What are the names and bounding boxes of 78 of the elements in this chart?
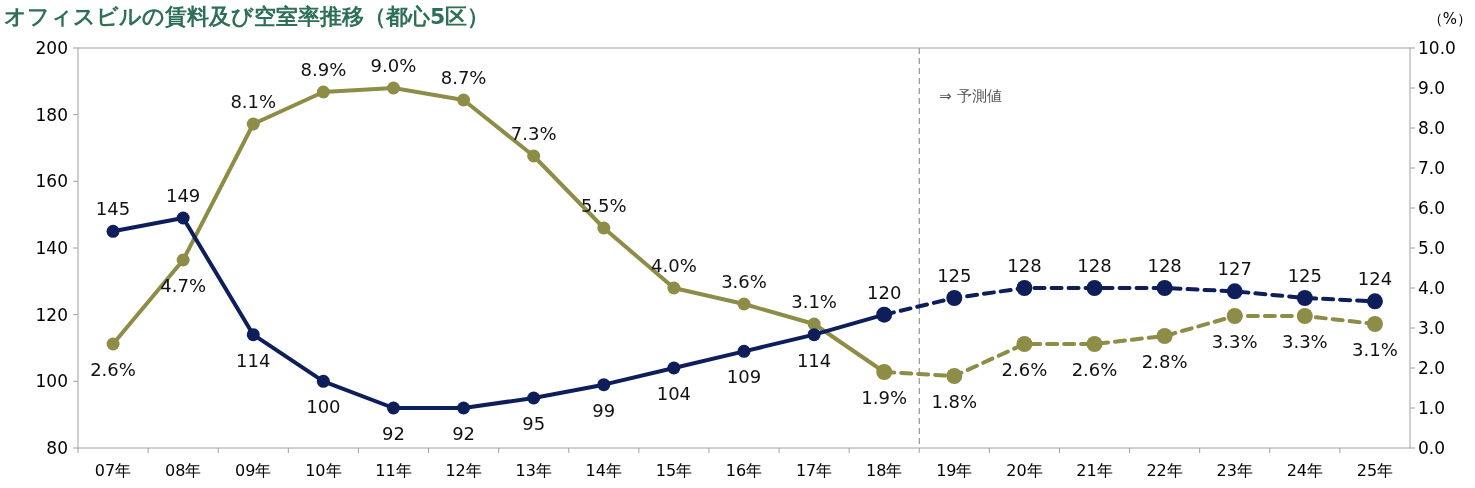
data-label: 128 xyxy=(1147,255,1182,276)
data-label: 92 xyxy=(452,423,476,444)
x-tick-label: 19年 xyxy=(936,461,973,480)
x-tick-label: 07年 xyxy=(94,461,132,480)
y-tick-label: 100 xyxy=(35,371,68,392)
y2-tick-label: 8.0 xyxy=(1418,118,1446,138)
y2-tick-label: 7.0 xyxy=(1418,158,1446,178)
x-tick-label: 11年 xyxy=(375,461,412,480)
y2-tick-label: 0.0 xyxy=(1418,438,1446,458)
x-tick-label: 10年 xyxy=(305,461,342,480)
y-tick-label: 200 xyxy=(35,38,68,58)
data-label: 2.6% xyxy=(1001,359,1048,380)
x-tick-label: 17年 xyxy=(795,461,833,480)
x-tick-label: 23年 xyxy=(1216,461,1253,480)
y2-tick-label: 6.0 xyxy=(1418,198,1446,218)
data-label: 128 xyxy=(1077,255,1112,276)
data-label: 8.9% xyxy=(300,59,347,80)
data-label: 4.0% xyxy=(651,255,697,276)
data-label: 2.6% xyxy=(1071,359,1118,380)
data-label: 124 xyxy=(1357,268,1393,290)
annotation: ⇒ 予測値 xyxy=(939,87,1002,105)
data-label: 114 xyxy=(236,349,271,371)
y2-tick-label: 4.0 xyxy=(1418,278,1446,298)
x-tick-label: 24年 xyxy=(1286,461,1324,480)
y2-axis-title: （%） xyxy=(1427,10,1473,28)
data-label: 95 xyxy=(522,413,546,434)
x-tick-label: 13年 xyxy=(515,461,552,480)
data-label: 120 xyxy=(867,281,902,303)
data-label: 1.9% xyxy=(861,387,908,408)
data-label: 100 xyxy=(306,396,341,418)
x-tick-label: 12年 xyxy=(445,461,482,480)
data-label: 3.1% xyxy=(791,291,837,312)
data-label: 1.8% xyxy=(931,391,978,412)
data-label: 3.1% xyxy=(1352,339,1398,360)
data-label: 4.7% xyxy=(160,275,207,296)
data-label: 125 xyxy=(937,265,972,286)
data-label: 5.5% xyxy=(580,195,627,216)
data-label: 2.8% xyxy=(1141,351,1188,372)
data-label: 149 xyxy=(165,185,201,206)
data-label: 104 xyxy=(656,383,692,404)
data-label: 99 xyxy=(592,399,616,421)
data-label: 128 xyxy=(1007,255,1042,276)
y2-tick-label: 2.0 xyxy=(1418,358,1446,378)
x-tick-label: 14年 xyxy=(585,461,622,480)
y2-tick-label: 10.0 xyxy=(1418,38,1456,58)
data-label: 9.0% xyxy=(370,55,417,76)
data-label: 109 xyxy=(726,366,762,388)
y2-tick-label: 9.0 xyxy=(1418,78,1446,98)
y-tick-label: 140 xyxy=(35,238,68,258)
data-label: 3.6% xyxy=(721,271,767,292)
x-tick-label: 21年 xyxy=(1076,461,1113,480)
y2-tick-label: 1.0 xyxy=(1418,398,1446,418)
y2-tick-label: 5.0 xyxy=(1418,238,1446,258)
data-label: 2.6% xyxy=(90,359,136,380)
data-label: 92 xyxy=(382,423,405,444)
data-label: 8.1% xyxy=(230,91,277,112)
x-tick-label: 08年 xyxy=(164,461,202,480)
y2-tick-label: 3.0 xyxy=(1418,318,1446,338)
data-label: 127 xyxy=(1217,258,1252,280)
x-tick-label: 18年 xyxy=(866,461,903,480)
x-tick-label: 22年 xyxy=(1146,461,1183,480)
x-tick-label: 09年 xyxy=(235,461,272,480)
y-tick-label: 120 xyxy=(35,304,68,325)
x-tick-label: 16年 xyxy=(725,461,763,480)
data-label: 145 xyxy=(95,198,131,220)
x-tick-label: 20年 xyxy=(1006,461,1043,480)
y-tick-label: 80 xyxy=(46,438,68,458)
data-label: 7.3% xyxy=(510,123,557,144)
chart-title: オフィスビルの賃料及び空室率推移（都心5区） xyxy=(4,4,490,29)
x-tick-label: 25年 xyxy=(1356,461,1394,480)
data-label: 3.3% xyxy=(1281,331,1328,352)
data-label: 114 xyxy=(796,349,832,371)
y-tick-label: 180 xyxy=(35,104,68,125)
y-tick-label: 160 xyxy=(35,171,68,192)
data-label: 8.7% xyxy=(440,67,487,88)
data-label: 125 xyxy=(1287,265,1323,286)
data-label: 3.3% xyxy=(1211,331,1258,352)
x-tick-label: 15年 xyxy=(655,461,693,480)
